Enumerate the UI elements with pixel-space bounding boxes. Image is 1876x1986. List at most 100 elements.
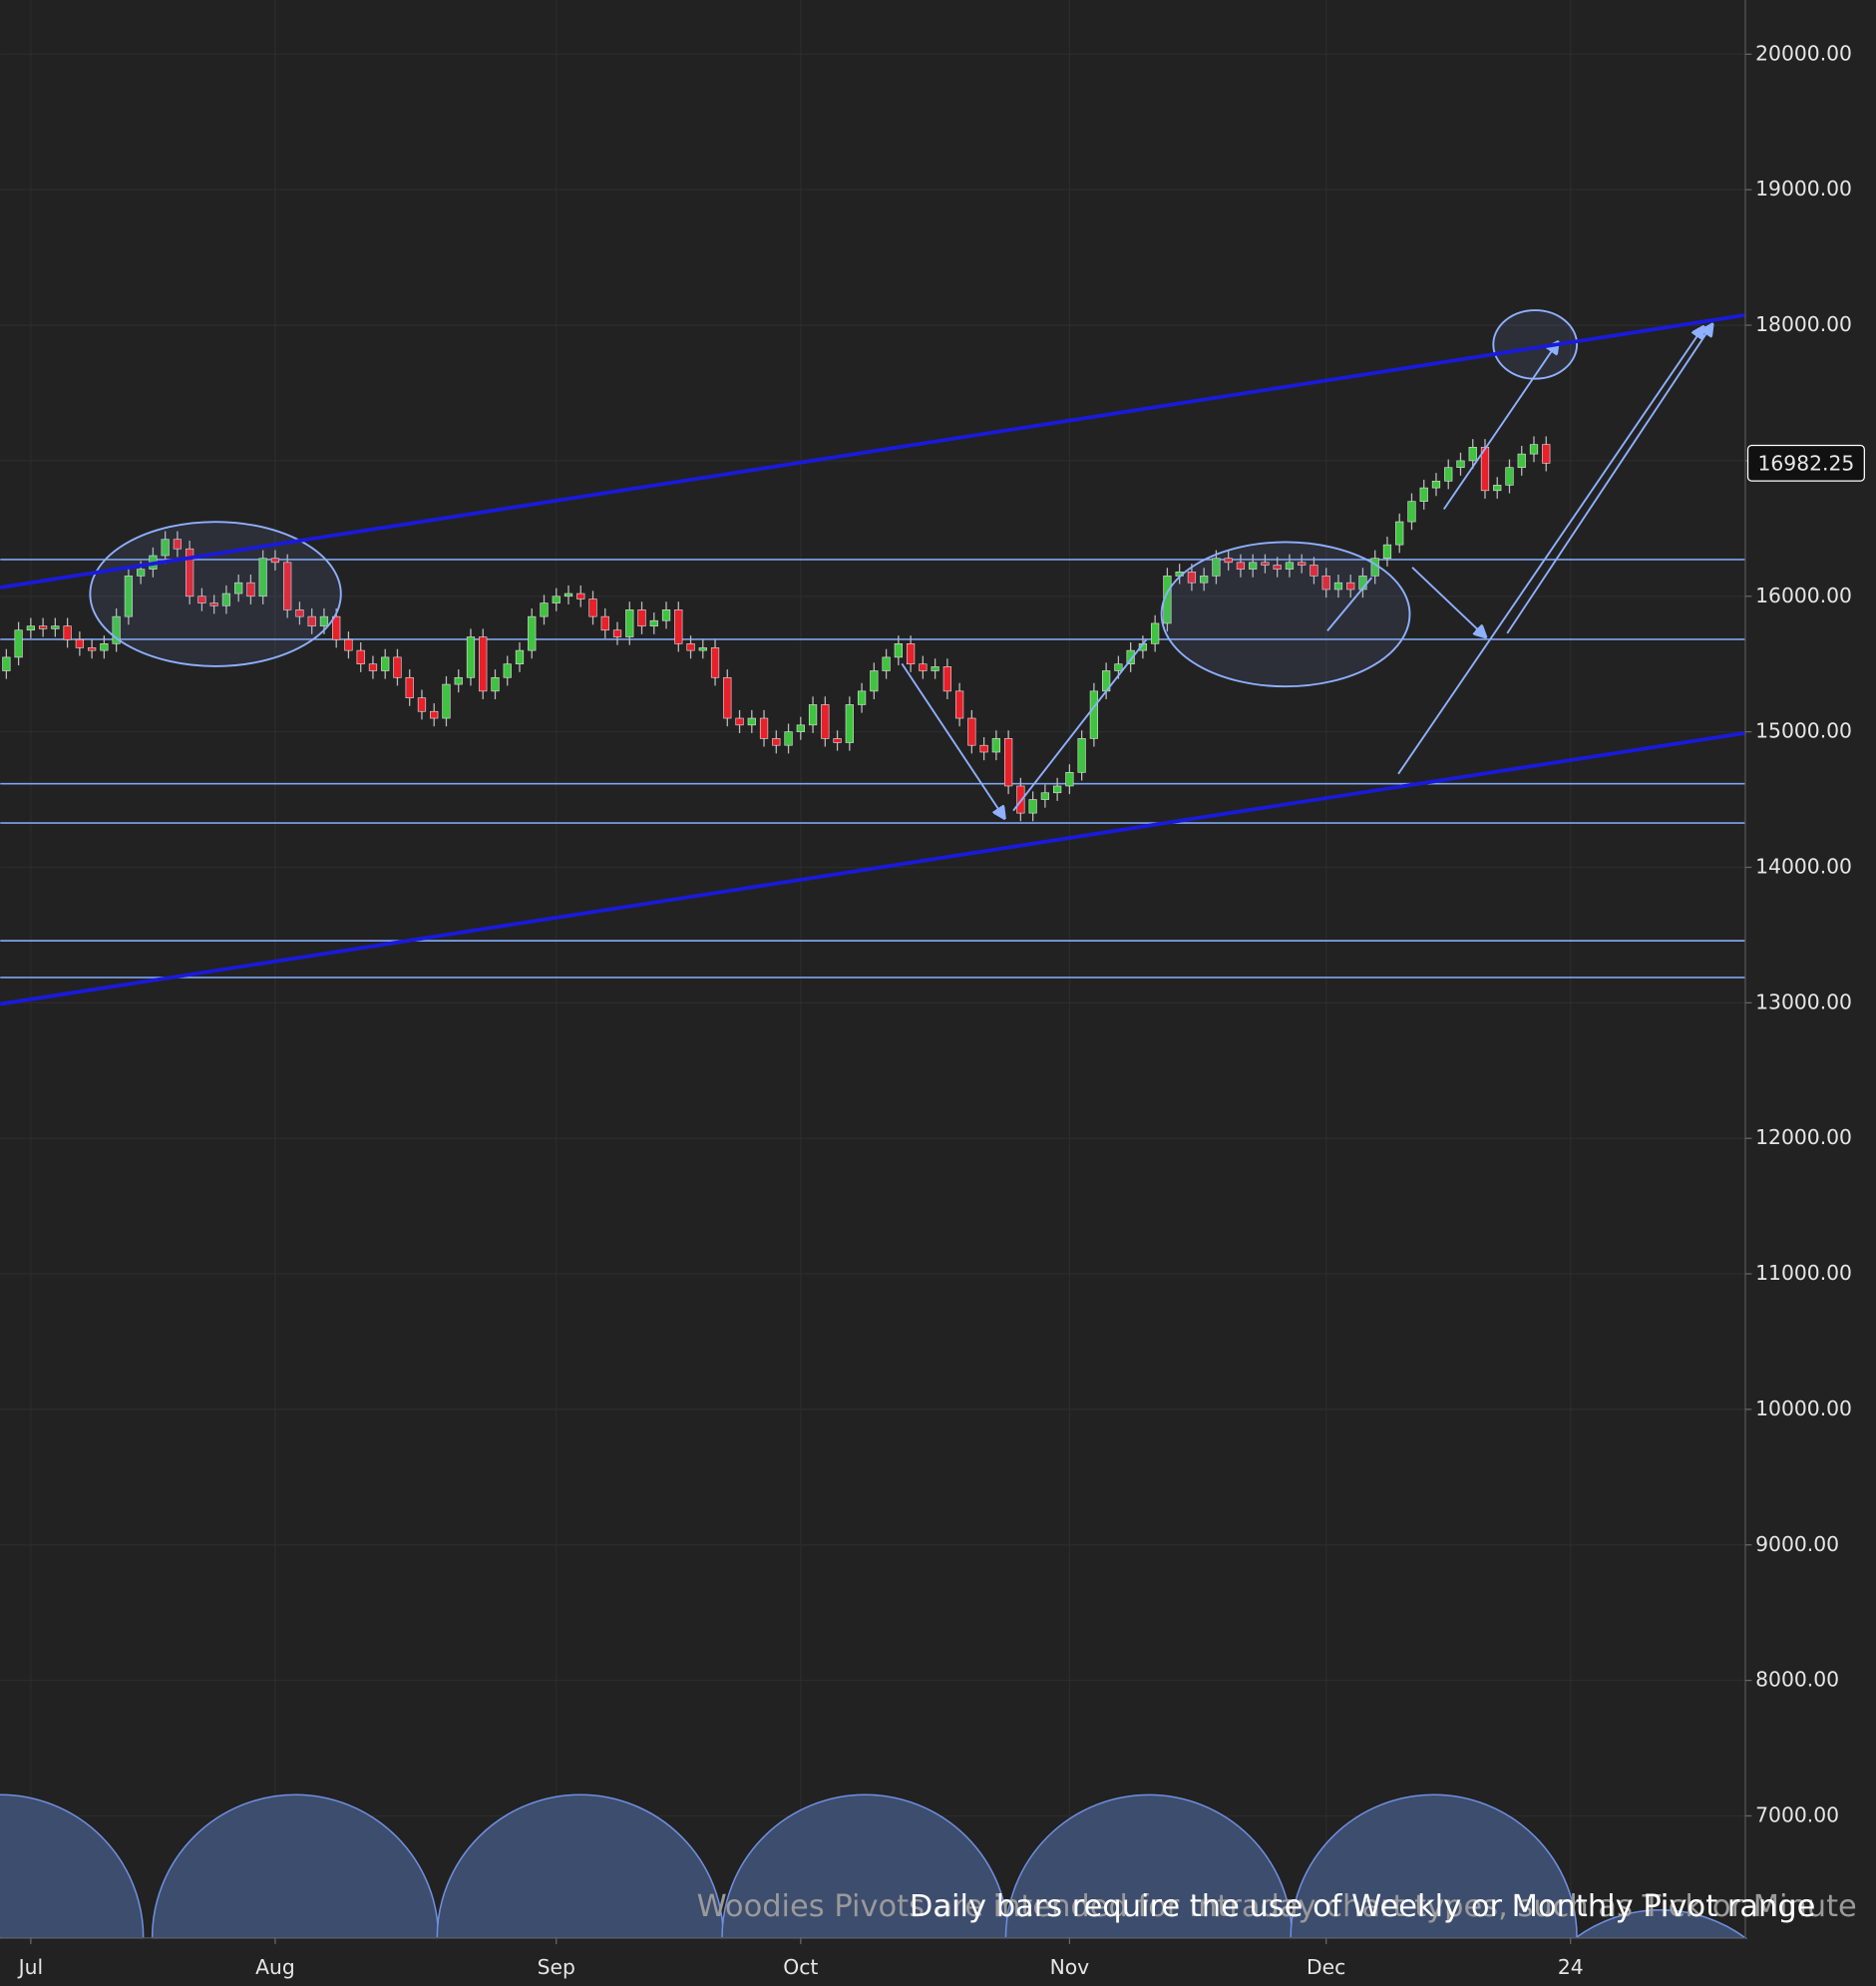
candle-body [772, 738, 781, 746]
annotations [89, 309, 1712, 818]
candle-body [100, 643, 109, 651]
candle-body [515, 649, 525, 665]
candle-body [1529, 444, 1539, 455]
pivot-arc [1573, 1909, 1748, 1939]
candle-body [1114, 663, 1123, 671]
x-tick-label: Aug [255, 1955, 295, 1979]
candle-body [1236, 562, 1246, 570]
y-tick-label: 18000.00 [1755, 312, 1852, 336]
candle-body [332, 615, 341, 640]
candle-body [894, 643, 903, 658]
trendlines [0, 312, 1746, 1006]
candle-body [979, 744, 988, 753]
candle-body [88, 647, 97, 651]
candle-body [1016, 785, 1025, 814]
candle-body [870, 670, 879, 692]
candle-body [221, 593, 231, 606]
candle-body [1382, 544, 1392, 560]
candles [2, 436, 1551, 822]
candle-body [661, 609, 671, 621]
candle-body [1333, 582, 1343, 591]
candle-body [1151, 622, 1160, 644]
candle-body [563, 593, 573, 597]
y-tick-label: 12000.00 [1755, 1125, 1852, 1149]
candle-body [466, 636, 476, 678]
candle-body [833, 738, 842, 743]
candle-body [1517, 453, 1526, 469]
candle-body [1261, 562, 1270, 566]
pivot-arc [0, 1793, 145, 1939]
candle-body [283, 562, 292, 610]
candle-body [1028, 799, 1037, 814]
candle-body [1468, 447, 1477, 462]
candle-body [1200, 576, 1209, 584]
candle-body [1407, 501, 1416, 523]
candle-body [137, 569, 146, 577]
candle-body [1065, 772, 1074, 787]
candle-body [417, 697, 427, 712]
candle-body [931, 666, 939, 671]
y-tick-label: 9000.00 [1755, 1532, 1839, 1556]
candle-body [381, 656, 390, 671]
candle-body [295, 609, 304, 617]
candle-body [991, 738, 1000, 753]
candle-body [1542, 444, 1551, 464]
candle-body [1321, 576, 1330, 591]
candle-body [674, 609, 683, 644]
candle-body [723, 676, 732, 719]
candle-body [845, 704, 854, 743]
candle-body [906, 643, 916, 665]
candle-body [649, 619, 658, 626]
candle-body [528, 615, 537, 651]
x-tick-label: Nov [1050, 1955, 1090, 1979]
ellipse [1160, 541, 1411, 688]
candle-body [1077, 738, 1086, 773]
levels [0, 559, 1745, 979]
candle-body [209, 602, 218, 606]
y-tick-label: 15000.00 [1755, 719, 1852, 743]
candle-body [124, 576, 134, 617]
price-label: 16982.25 [1757, 452, 1854, 476]
candle-body [821, 704, 830, 739]
candle-body [246, 582, 255, 597]
candle-body [954, 690, 964, 719]
candle-body [319, 615, 329, 626]
ellipse [89, 521, 342, 667]
candle-body [1249, 562, 1258, 570]
candle-body [112, 615, 121, 644]
pivot-arc [721, 1793, 1009, 1939]
candle-body [1187, 571, 1197, 584]
y-tick-label: 16000.00 [1755, 584, 1852, 607]
y-tick-label: 7000.00 [1755, 1802, 1839, 1826]
candle-body [1285, 562, 1295, 570]
candle-body [51, 625, 60, 629]
candle-body [588, 598, 597, 617]
pivot-arc [1290, 1793, 1578, 1939]
x-tick-label: Dec [1307, 1955, 1345, 1979]
arrow [1012, 638, 1148, 812]
pivot-arc [1004, 1793, 1294, 1939]
candle-body [2, 656, 11, 671]
candle-body [38, 625, 48, 629]
ellipse [1492, 309, 1579, 380]
x-tick-label: Oct [783, 1955, 818, 1979]
x-tick-label: Sep [538, 1955, 575, 1979]
candle-body [882, 656, 891, 671]
candle-body [1224, 558, 1233, 564]
candle-body [503, 663, 512, 678]
y-tick-label: 20000.00 [1755, 41, 1852, 65]
candle-body [368, 663, 378, 671]
candle-body [454, 676, 463, 685]
candle-body [698, 647, 707, 651]
candle-body [234, 582, 243, 595]
candle-body [784, 731, 793, 746]
candle-body [63, 625, 72, 640]
candle-body [1431, 480, 1441, 489]
candle-body [735, 717, 744, 726]
candle-body [344, 638, 353, 651]
grid [0, 0, 1745, 1938]
arrow [1326, 577, 1373, 631]
pivot-arc [151, 1793, 440, 1939]
